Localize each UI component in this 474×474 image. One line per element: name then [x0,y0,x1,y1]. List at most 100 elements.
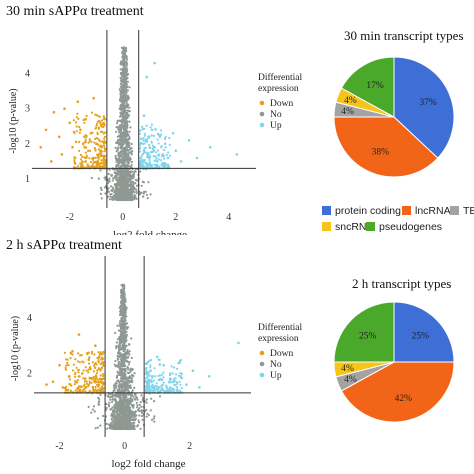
point-up [138,163,142,166]
point-no [111,421,114,424]
point-up [149,151,152,154]
point-no [119,92,122,95]
point-up [158,363,161,367]
point-no [116,374,119,377]
point-up [162,363,165,367]
point-no [129,188,132,191]
point-no [117,154,120,157]
point-no [96,417,99,420]
point-no [121,186,124,189]
point-down [94,137,97,141]
point-down [95,142,98,146]
point-no [112,394,116,397]
point-down [60,153,64,156]
point-no [132,395,135,398]
point-down [74,371,77,374]
point-down [85,369,88,372]
point-up [147,153,151,156]
point-up [145,75,148,79]
down-points [39,96,107,170]
point-up [175,386,179,389]
point-no [124,80,127,83]
point-no [153,420,156,423]
y-tick-label: 4 [25,69,30,80]
point-down [100,378,103,381]
point-no [135,188,138,191]
point-no [130,356,133,360]
point-down [98,120,101,123]
legend-entry-down: Down [270,349,293,359]
point-down [64,388,68,392]
point-no [128,114,131,117]
point-up [163,142,167,146]
point-no [122,113,125,116]
point-down [79,128,82,132]
point-up [155,385,158,388]
point-no [124,172,127,175]
point-no [131,195,134,198]
point-up [157,158,160,161]
point-no [122,170,125,173]
point-no [158,395,162,398]
point-up [149,358,153,362]
point-up [168,389,171,392]
point-no [123,295,126,298]
point-down [91,166,94,169]
point-no [116,354,119,357]
point-down [102,158,105,161]
point-no [126,80,129,83]
point-down [101,140,104,143]
point-up [155,156,158,160]
point-no [111,179,114,182]
point-no [131,380,134,383]
point-no [110,193,113,196]
point-up [143,159,146,162]
point-down [76,360,80,363]
point-down [94,385,97,389]
point-down [95,372,98,375]
point-up [154,151,157,154]
point-no [111,395,114,399]
point-down [82,369,85,372]
point-down [99,380,102,384]
point-no [145,401,148,404]
point-no [121,118,124,121]
point-no [124,300,127,303]
point-no [129,384,132,387]
point-down [68,375,71,378]
point-no [125,105,128,109]
point-no [118,412,122,416]
point-no [117,363,120,366]
point-no [118,306,121,309]
point-no [123,406,126,409]
point-down [85,146,88,149]
point-no [116,122,119,125]
point-no [110,185,113,188]
point-no [117,361,120,364]
point-no [123,327,126,330]
point-no [120,310,123,313]
point-no [139,427,142,430]
point-no [125,102,128,105]
point-up [174,384,177,387]
point-down [88,356,91,359]
point-up [142,137,145,140]
point-up [149,364,152,367]
point-no [125,64,128,67]
point-down [87,385,90,388]
point-no [120,386,123,389]
point-no [114,402,117,405]
point-no [123,47,126,50]
point-down [97,357,100,360]
point-no [97,403,100,406]
point-no [136,404,139,407]
point-no [126,371,129,374]
point-no [121,360,124,363]
point-down [99,374,102,377]
point-no [124,70,127,73]
point-down [45,383,48,386]
point-down [101,122,104,126]
point-no [118,124,121,127]
point-no [114,146,117,149]
point-up [150,128,154,132]
